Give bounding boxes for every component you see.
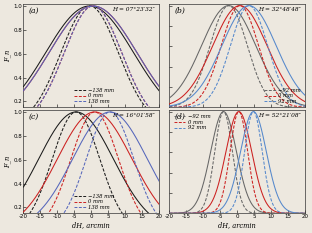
X-axis label: dH, arcmin: dH, arcmin bbox=[218, 222, 256, 230]
Legend: −138 mm, 0 mm, 138 mm: −138 mm, 0 mm, 138 mm bbox=[74, 193, 115, 211]
Text: (d): (d) bbox=[175, 113, 186, 121]
Text: H = 32°48′48″: H = 32°48′48″ bbox=[258, 7, 301, 12]
Text: H = 16°01′58″: H = 16°01′58″ bbox=[112, 113, 155, 118]
Text: H = 07°23′32″: H = 07°23′32″ bbox=[112, 7, 155, 12]
Legend: −92 mm, 0 mm, 92 mm: −92 mm, 0 mm, 92 mm bbox=[173, 113, 211, 131]
Legend: −138 mm, 0 mm, 138 mm: −138 mm, 0 mm, 138 mm bbox=[74, 87, 115, 105]
Text: (c): (c) bbox=[29, 113, 39, 121]
Text: H = 52°21′08″: H = 52°21′08″ bbox=[258, 113, 301, 118]
Y-axis label: F_n: F_n bbox=[3, 49, 12, 62]
Y-axis label: F_n: F_n bbox=[3, 155, 12, 168]
X-axis label: dH, arcmin: dH, arcmin bbox=[72, 222, 110, 230]
Text: (b): (b) bbox=[175, 7, 186, 15]
Text: (a): (a) bbox=[29, 7, 39, 15]
Legend: −92 mm, 0 mm, 92 mm: −92 mm, 0 mm, 92 mm bbox=[264, 87, 301, 105]
